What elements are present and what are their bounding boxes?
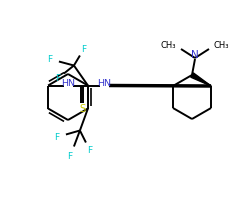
Text: F: F bbox=[81, 45, 86, 54]
Text: F: F bbox=[54, 133, 59, 142]
Text: F: F bbox=[47, 55, 53, 64]
Text: CH₃: CH₃ bbox=[161, 42, 176, 50]
Polygon shape bbox=[191, 73, 211, 86]
Text: HN: HN bbox=[61, 79, 75, 88]
Text: F: F bbox=[55, 74, 60, 83]
Text: S: S bbox=[79, 104, 85, 114]
Text: F: F bbox=[87, 146, 92, 155]
Text: N: N bbox=[191, 50, 199, 60]
Text: F: F bbox=[67, 152, 72, 161]
Text: HN: HN bbox=[97, 79, 111, 88]
Text: CH₃: CH₃ bbox=[214, 42, 229, 50]
